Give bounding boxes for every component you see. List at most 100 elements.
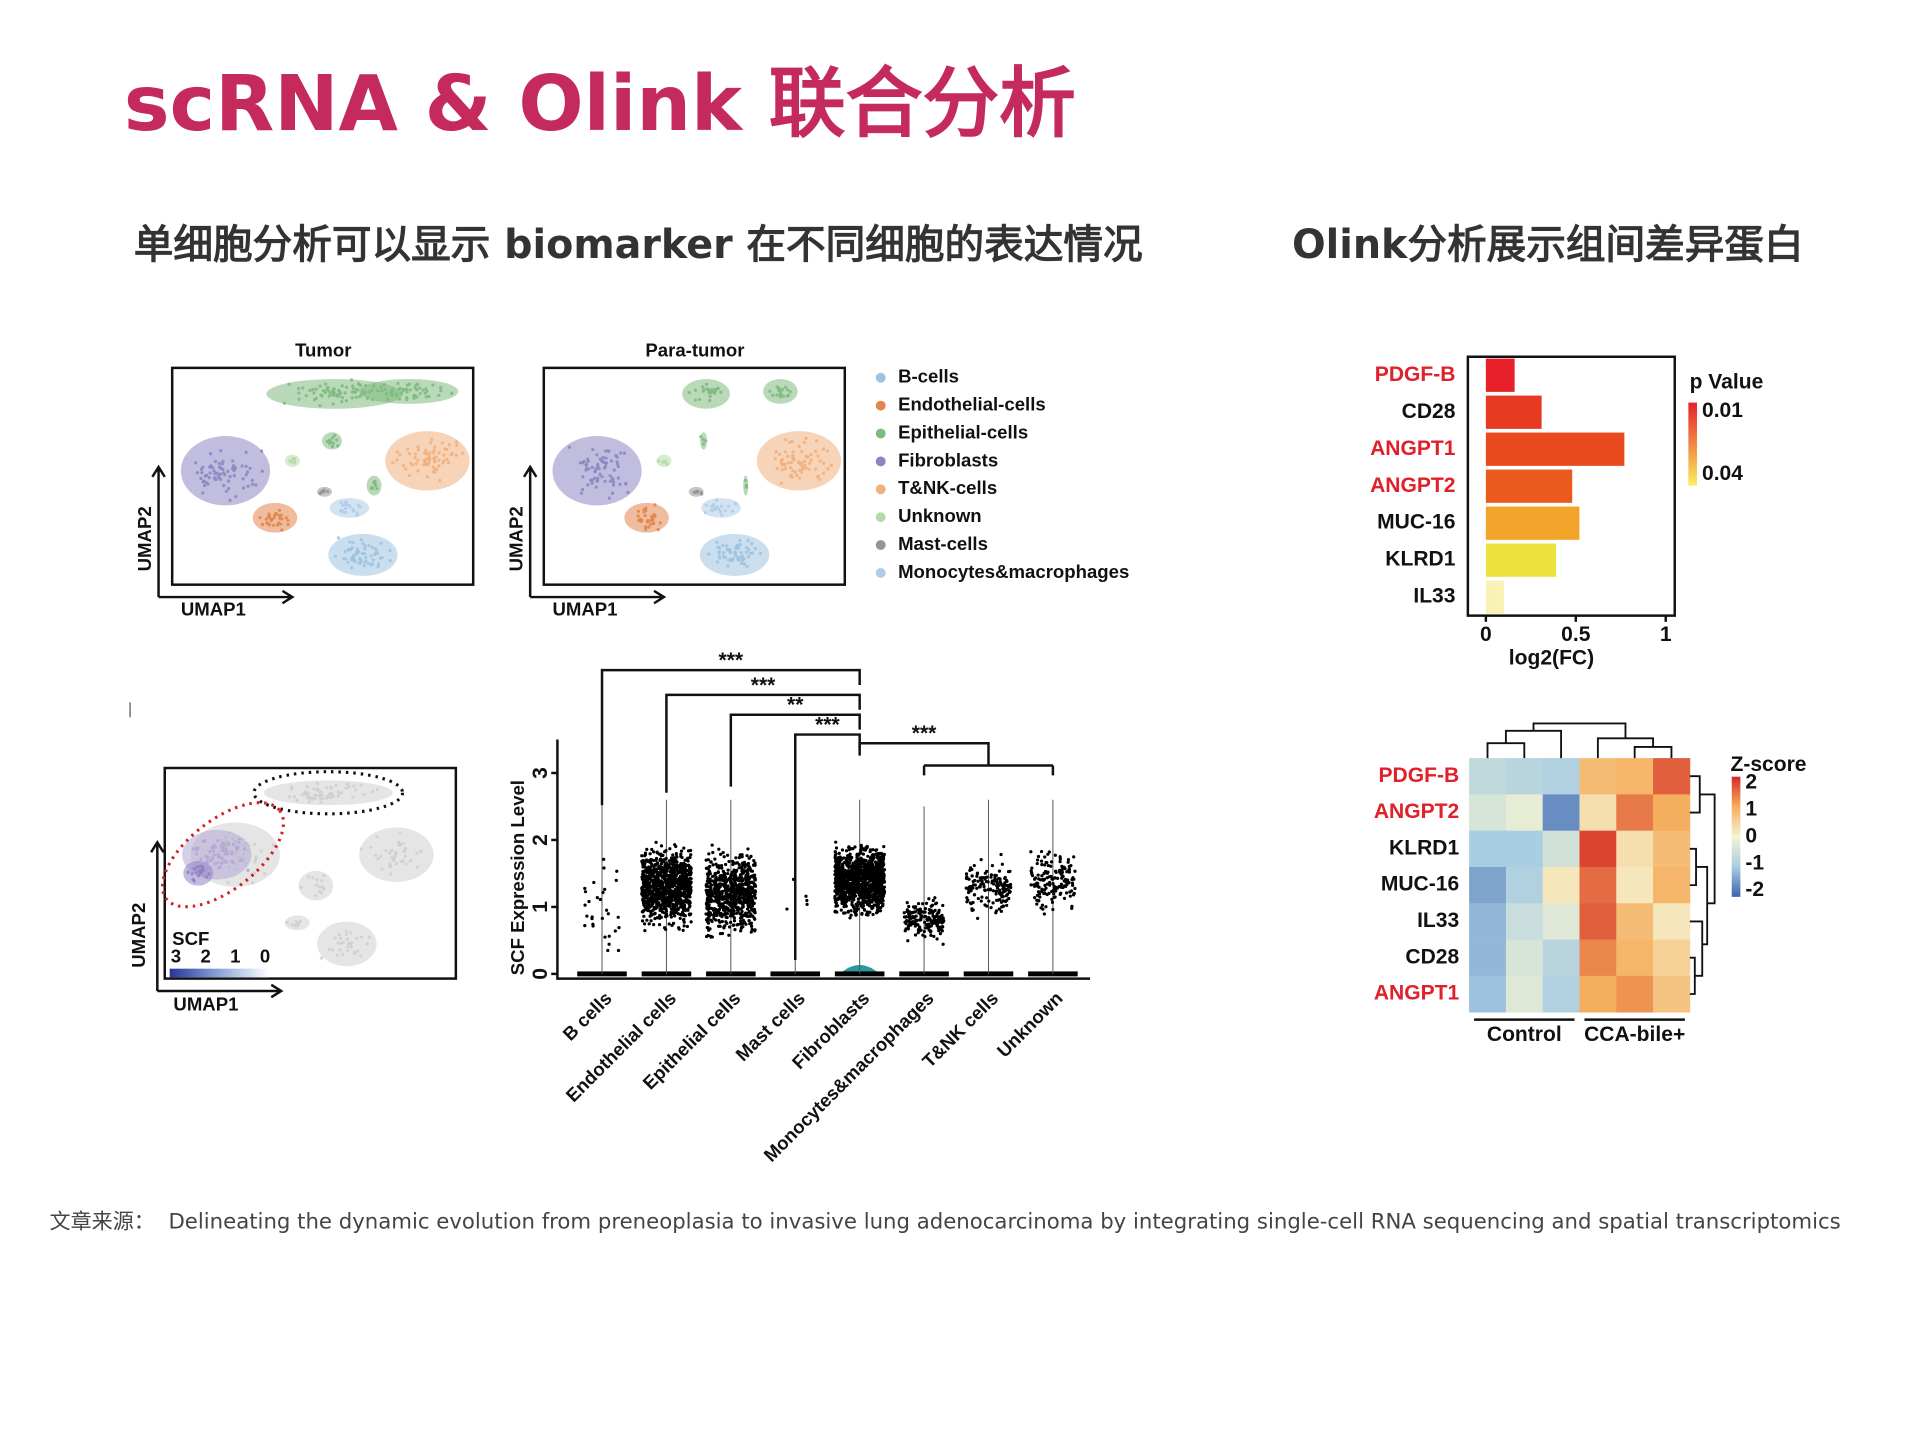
heatmap-cell (1653, 939, 1691, 977)
cell-dot (805, 902, 809, 906)
cell-dot (297, 391, 301, 395)
cell-dot (834, 904, 838, 908)
bar (1485, 432, 1625, 466)
heatmap-cell (1653, 758, 1691, 795)
cell-dot (393, 855, 397, 859)
cell-dot (659, 866, 663, 870)
cell-dot (1073, 886, 1077, 891)
cell-dot (644, 869, 648, 873)
cell-dot (648, 914, 652, 918)
cell-dot (850, 894, 854, 898)
cell-dot (306, 875, 311, 879)
cell-dot (1008, 869, 1012, 874)
cell-dot (215, 471, 219, 475)
cell-dot (431, 383, 435, 387)
cell-dot (643, 513, 647, 518)
cell-dot (919, 928, 923, 932)
cell-dot (277, 513, 282, 518)
cell-dot (375, 835, 379, 839)
cell-dot (655, 884, 659, 888)
cell-dot (774, 449, 778, 454)
cell-dot (412, 396, 416, 401)
cell-dot (660, 899, 665, 903)
cell-dot (645, 918, 649, 922)
cell-dot (809, 452, 813, 457)
cell-dot (785, 394, 790, 398)
cell-dot (988, 888, 992, 892)
cell-dot (908, 915, 913, 919)
axis (556, 739, 1091, 980)
cell-dot (679, 854, 683, 858)
cell-dot (351, 386, 355, 390)
cell-dot (1051, 881, 1055, 886)
cell-dot (340, 399, 344, 404)
cell-dot (359, 935, 364, 939)
cell-dot (875, 911, 879, 915)
cell-dot (871, 848, 875, 852)
cell-dot (607, 934, 611, 938)
cell-dot (646, 518, 650, 523)
cell-dot (808, 461, 812, 465)
cell-dot (1000, 895, 1004, 899)
cell-dot (882, 845, 886, 849)
cell-dot (657, 852, 661, 856)
cell-dot (316, 787, 320, 791)
cell-dot (749, 880, 753, 885)
cell-dot (965, 896, 969, 900)
cell-dot (1038, 895, 1042, 899)
cell-dot (804, 466, 808, 470)
cell-dot (231, 860, 235, 864)
cell-dot (682, 903, 687, 907)
cell-dot (795, 473, 799, 477)
cell-dot (971, 886, 975, 890)
cell-dot (749, 930, 753, 934)
cell-dot (422, 463, 426, 467)
cell-dot (751, 899, 755, 904)
cell-dot (346, 547, 351, 551)
cell-dot (390, 855, 394, 859)
cell-dot (586, 483, 590, 487)
cell-dot (439, 388, 443, 393)
cell-dot (655, 867, 659, 871)
cell-dot (326, 386, 330, 390)
cell-dot (843, 884, 847, 888)
cell-dot (388, 851, 392, 855)
cell-dot (818, 459, 822, 463)
cell-dot (1069, 864, 1073, 868)
category-label: KLRD1 (1385, 548, 1455, 571)
x-tick-label: Unknown (993, 987, 1067, 1061)
cell-dot (230, 852, 234, 856)
cell-dot (671, 921, 676, 926)
legend-title: Z-score (1730, 753, 1806, 776)
cell-dot (242, 847, 247, 851)
cell-dot (1050, 897, 1054, 902)
cell-dot (348, 505, 352, 509)
cell-dot (836, 890, 840, 894)
cell-dot (389, 872, 393, 876)
cell-dot (314, 387, 318, 391)
cell-dot (356, 382, 360, 386)
cell-dot (415, 851, 419, 855)
cell-dot (433, 470, 437, 474)
cell-dot (603, 479, 607, 484)
cell-dot (877, 906, 881, 910)
cell-dot (704, 884, 709, 888)
cell-dot (733, 551, 737, 555)
cell-dot (1070, 904, 1074, 908)
cell-dot (922, 929, 926, 934)
cell-dot (679, 905, 684, 909)
cell-dot (397, 397, 402, 401)
cell-dot (296, 922, 300, 926)
cell-dot (743, 882, 747, 886)
cell-dot (732, 891, 736, 896)
cell-dot (583, 923, 587, 928)
cell-dot (706, 916, 710, 920)
cell-dot (712, 887, 716, 892)
cell-dot (870, 895, 874, 899)
heatmap-cell (1542, 903, 1580, 940)
cell-dot (1029, 883, 1033, 887)
cell-dot (259, 449, 264, 453)
significance-bracket (600, 668, 861, 806)
cell-dot (724, 880, 728, 884)
cell-dot (916, 931, 920, 935)
